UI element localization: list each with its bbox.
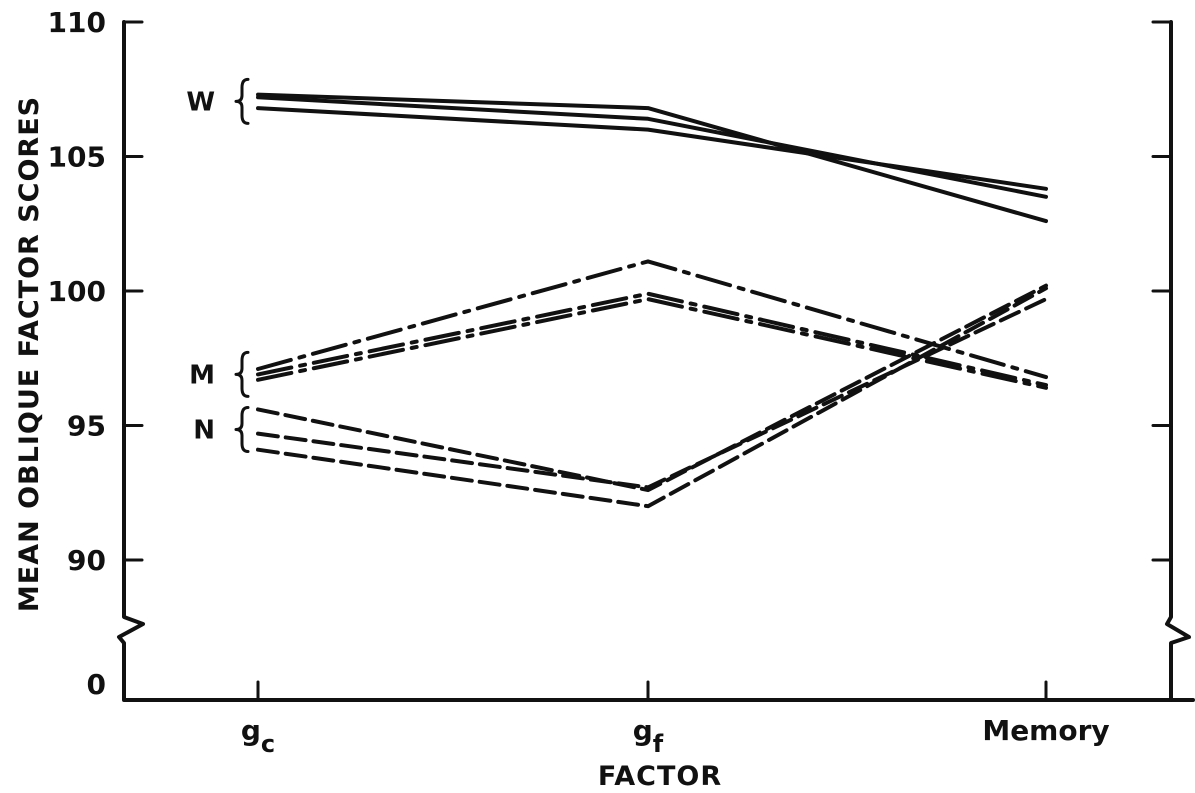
series-W-1 [256, 92, 1048, 224]
y-axis-title: MEAN OBLIQUE FACTOR SCORES [14, 96, 45, 612]
y-tick-label-95: 95 [67, 410, 106, 443]
series-N-3 [256, 286, 1048, 509]
series-W-3 [256, 106, 1048, 191]
series-N-2 [256, 297, 1048, 490]
x-category-label-2: Memory [982, 714, 1109, 747]
y-tick-label-90: 90 [67, 544, 106, 577]
x-category-label-1: gf [633, 714, 664, 758]
series-N-1 [256, 283, 1048, 493]
group-label-N: N [193, 416, 215, 446]
brace-M [234, 350, 250, 398]
x-axis-title: FACTOR [598, 761, 722, 792]
brace-W [234, 77, 250, 125]
group-label-W: W [186, 87, 215, 117]
series-lines [256, 92, 1048, 509]
y-tick-label-110: 110 [48, 6, 106, 39]
right-axis [1165, 20, 1191, 702]
series-W-2 [256, 95, 1048, 199]
series-M-2 [256, 291, 1048, 388]
brace-N [234, 406, 250, 454]
y-tick-label-100: 100 [48, 275, 106, 308]
x-category-label-0: gc [241, 714, 275, 758]
series-M-1 [256, 259, 1048, 380]
left-axis-and-baseline [117, 20, 1195, 702]
group-label-M: M [189, 360, 215, 390]
group-labels: W MN [186, 77, 250, 454]
series-M-3 [256, 297, 1048, 390]
y-ticks: 110 105 100 95 90 0 [48, 6, 1173, 701]
y-tick-label-floor: 0 [87, 668, 106, 701]
axes [117, 20, 1195, 702]
y-tick-label-105: 105 [48, 141, 106, 174]
x-category-labels: gc gf Memory [241, 680, 1110, 758]
